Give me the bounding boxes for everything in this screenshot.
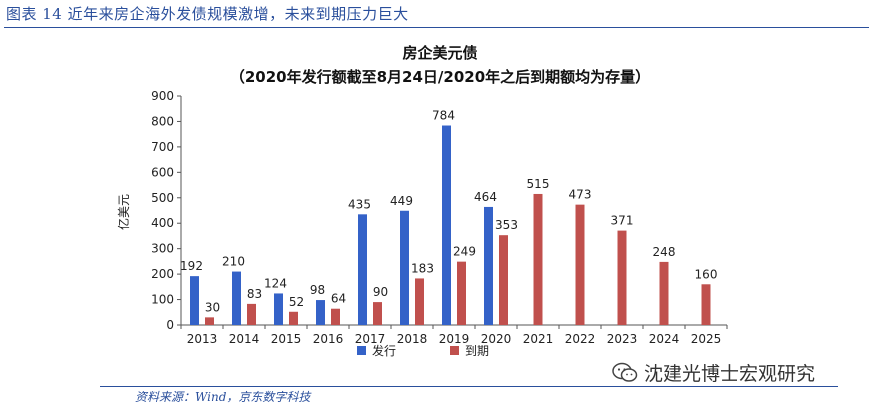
y-tick-label: 700 [151,140,174,154]
data-label: 90 [373,285,388,299]
bar-due [247,303,256,325]
bar-issue [316,300,325,325]
data-label: 249 [453,245,476,259]
y-axis-label: 亿美元 [116,194,131,230]
legend-label: 发行 [372,343,396,358]
bar-due [205,317,214,325]
chart-title: 房企美元债 [402,44,477,62]
data-label: 192 [180,259,203,273]
y-tick-label: 200 [151,267,174,281]
data-label: 473 [569,188,592,202]
y-tick-label: 100 [151,293,174,307]
y-tick-label: 800 [151,114,174,128]
x-tick-label: 2021 [523,332,554,346]
bar-due [533,193,543,325]
bar-due [373,302,382,325]
legend-swatch [357,346,366,355]
bar-due [457,261,466,325]
data-label: 210 [222,255,245,269]
source-note: 资料来源：Wind，京东数字科技 [135,390,311,404]
figure-title: 图表 14 近年来房企海外发债规模激增，未来到期压力巨大 [6,5,409,23]
x-tick-label: 2025 [691,332,722,346]
legend-swatch [450,346,459,355]
x-tick-label: 2017 [355,332,386,346]
legend-label: 到期 [465,344,489,358]
data-label: 515 [527,177,550,191]
watermark-text: 沈建光博士宏观研究 [644,363,816,385]
bar-issue [190,276,199,325]
watermark: 沈建光博士宏观研究 [612,359,815,386]
data-label: 64 [331,292,346,306]
y-tick-label: 500 [151,191,174,205]
data-label: 183 [411,261,434,275]
bar-issue [358,214,367,325]
data-label: 449 [390,194,413,208]
data-label: 784 [432,109,455,123]
y-tick-label: 0 [166,318,174,332]
legend: 发行 到期 [357,343,489,358]
data-label: 124 [264,276,287,290]
data-label: 353 [495,218,518,232]
y-tick-label: 600 [151,165,174,179]
footer-rule [100,386,838,387]
bar-issue [400,210,409,325]
y-tick-label: 300 [151,242,174,256]
data-label: 435 [348,197,371,211]
bar-due [289,311,298,325]
data-label: 160 [695,267,718,281]
bar-issue [484,206,493,325]
x-tick-label: 2024 [649,332,680,346]
bar-due [415,278,424,325]
data-label: 83 [247,287,262,301]
bar-due [701,284,711,325]
x-tick-label: 2014 [229,332,260,346]
bar-issue [232,271,241,325]
axes: 0 100 200 300 400 500 600 700 800 900 2013 2014 2015… [151,89,728,346]
data-label: 30 [205,300,220,314]
x-tick-label: 2016 [313,332,344,346]
wechat-icon [612,362,638,384]
bar-due [659,261,669,325]
data-label: 464 [474,190,497,204]
x-tick-label: 2018 [397,332,428,346]
x-tick-label: 2020 [481,332,512,346]
x-tick-label: 2022 [565,332,596,346]
bar-issue [274,293,283,325]
x-tick-label: 2019 [439,332,470,346]
x-tick-label: 2015 [271,332,302,346]
x-tick-label: 2013 [187,332,218,346]
bar-due [575,204,585,325]
bar-due [499,235,508,325]
chart-subtitle: （2020年发行额截至8月24日/2020年之后到期额均为存量） [230,68,650,86]
bar-issue [442,125,451,325]
title-rule [4,27,869,28]
data-label: 52 [289,295,304,309]
y-tick-label: 900 [151,89,174,103]
data-label: 98 [310,283,325,297]
bar-due [617,230,627,325]
y-tick-label: 400 [151,216,174,230]
data-label: 248 [653,245,676,259]
data-label: 371 [611,214,634,228]
x-tick-label: 2023 [607,332,638,346]
bar-due [331,308,340,325]
